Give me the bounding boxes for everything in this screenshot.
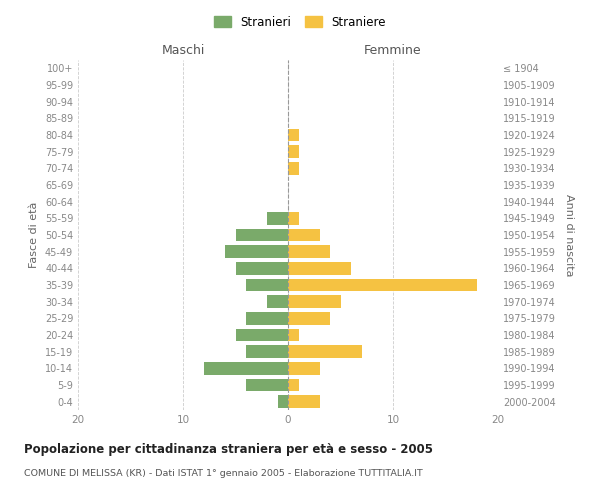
- Bar: [246, 379, 288, 391]
- Y-axis label: Anni di nascita: Anni di nascita: [564, 194, 574, 276]
- Bar: [288, 312, 330, 324]
- Bar: [288, 346, 361, 358]
- Bar: [288, 362, 320, 374]
- Legend: Stranieri, Straniere: Stranieri, Straniere: [209, 11, 391, 34]
- Bar: [246, 279, 288, 291]
- Y-axis label: Fasce di età: Fasce di età: [29, 202, 39, 268]
- Bar: [225, 246, 288, 258]
- Bar: [288, 329, 299, 341]
- Bar: [288, 379, 299, 391]
- Text: COMUNE DI MELISSA (KR) - Dati ISTAT 1° gennaio 2005 - Elaborazione TUTTITALIA.IT: COMUNE DI MELISSA (KR) - Dati ISTAT 1° g…: [24, 469, 423, 478]
- Text: Femmine: Femmine: [364, 44, 422, 57]
- Bar: [288, 229, 320, 241]
- Bar: [288, 296, 341, 308]
- Bar: [204, 362, 288, 374]
- Bar: [288, 146, 299, 158]
- Bar: [288, 246, 330, 258]
- Bar: [288, 129, 299, 141]
- Bar: [246, 312, 288, 324]
- Bar: [246, 346, 288, 358]
- Bar: [277, 396, 288, 408]
- Bar: [288, 212, 299, 224]
- Text: Popolazione per cittadinanza straniera per età e sesso - 2005: Popolazione per cittadinanza straniera p…: [24, 442, 433, 456]
- Bar: [288, 279, 477, 291]
- Text: Maschi: Maschi: [161, 44, 205, 57]
- Bar: [288, 396, 320, 408]
- Bar: [235, 329, 288, 341]
- Bar: [288, 262, 351, 274]
- Bar: [235, 262, 288, 274]
- Bar: [267, 296, 288, 308]
- Bar: [235, 229, 288, 241]
- Bar: [267, 212, 288, 224]
- Bar: [288, 162, 299, 174]
